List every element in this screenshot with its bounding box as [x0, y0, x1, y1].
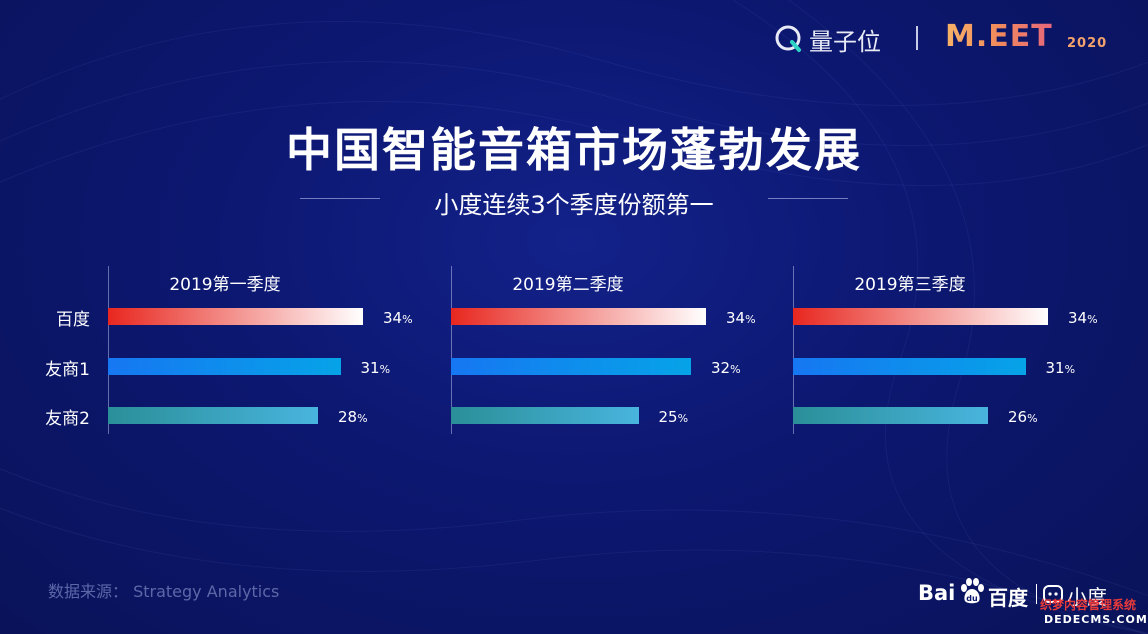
bar-2-2: [451, 358, 691, 375]
bar-1-2: [108, 358, 341, 375]
market-share-chart: 百度 友商1 友商2 2019第一季度 34% 31% 28% 2019第二季度 34% 32% 2…: [0, 266, 1148, 446]
bar-value-1-3: 28%: [338, 408, 368, 426]
bar-3-2: [793, 358, 1026, 375]
bar-value-number: 34: [726, 309, 746, 327]
logo-divider: [1036, 584, 1037, 604]
data-source: 数据来源： Strategy Analytics: [48, 582, 280, 601]
baidu-du-text: du: [966, 594, 978, 603]
bar-value-unit: %: [357, 412, 368, 425]
xiaodu-face-icon: [1043, 585, 1063, 603]
bar-value-1-2: 31%: [361, 359, 391, 377]
baidu-name: 百度: [988, 586, 1028, 610]
category-label-3: 友商2: [45, 409, 90, 429]
watermark-url: DEDECMS.COM: [1044, 613, 1148, 626]
subtitle-rule-left: [300, 198, 380, 199]
subtitle-row: 小度连续3个季度份额第一: [0, 181, 1148, 219]
bar-value-2-2: 32%: [711, 359, 741, 377]
panel-title-1: 2019第一季度: [169, 275, 281, 295]
page-subtitle: 小度连续3个季度份额第一: [434, 191, 714, 219]
bar-3-1: [793, 308, 1048, 325]
bar-value-number: 28: [338, 408, 358, 426]
panel-axis-2: [451, 266, 452, 434]
bar-value-number: 32: [711, 359, 731, 377]
bar-value-number: 26: [1008, 408, 1028, 426]
event-logo: M.EET: [945, 19, 1053, 54]
bar-value-3-3: 26%: [1008, 408, 1038, 426]
bar-1-3: [108, 407, 318, 424]
bar-value-unit: %: [379, 363, 391, 376]
bar-value-number: 25: [658, 408, 678, 426]
bar-value-unit: %: [745, 313, 756, 326]
bar-value-3-1: 34%: [1068, 309, 1098, 327]
qubit-logo-icon: [775, 25, 801, 52]
bar-value-unit: %: [677, 412, 689, 425]
bar-value-number: 31: [1045, 359, 1065, 377]
category-label-1: 百度: [56, 310, 90, 330]
panel-title-3: 2019第三季度: [854, 275, 966, 295]
bar-value-unit: %: [1087, 313, 1098, 326]
bar-value-2-3: 25%: [659, 408, 689, 426]
page-title: 中国智能音箱市场蓬勃发展: [286, 123, 862, 177]
bar-value-number: 31: [360, 359, 380, 377]
brand-name: 量子位: [809, 28, 881, 56]
baidu-paw-icon: du: [961, 578, 984, 604]
bar-1-1: [108, 308, 363, 325]
baidu-xiaodu-logo: Bai du 百度 小度: [918, 577, 1138, 611]
event-year: 2020: [1067, 36, 1108, 51]
bar-value-number: 34: [1068, 309, 1088, 327]
bar-2-1: [451, 308, 706, 325]
category-label-2: 友商1: [45, 360, 90, 380]
panel-axis-3: [793, 266, 794, 434]
bar-2-3: [451, 407, 639, 424]
watermark: 织梦内容管理系统 DEDECMS.COM: [1040, 596, 1148, 634]
bar-value-unit: %: [402, 313, 413, 326]
xiaodu-name: 小度: [1067, 585, 1107, 609]
bar-value-unit: %: [1027, 412, 1038, 425]
panel-title-2: 2019第二季度: [512, 275, 624, 295]
bar-value-3-2: 31%: [1046, 359, 1076, 377]
bar-value-unit: %: [730, 363, 741, 376]
watermark-cn: 织梦内容管理系统: [1040, 598, 1137, 612]
baidu-logo-text: Bai: [918, 581, 956, 605]
bar-3-3: [793, 407, 988, 424]
bar-value-1-1: 34%: [383, 309, 413, 327]
brand-divider: [916, 26, 918, 50]
subtitle-rule-right: [768, 198, 848, 199]
panel-axis-1: [108, 266, 109, 434]
bar-value-unit: %: [1064, 363, 1076, 376]
header-brand: 量子位 M.EET 2020: [773, 18, 1133, 58]
bar-value-number: 34: [383, 309, 403, 327]
bar-value-2-1: 34%: [726, 309, 756, 327]
